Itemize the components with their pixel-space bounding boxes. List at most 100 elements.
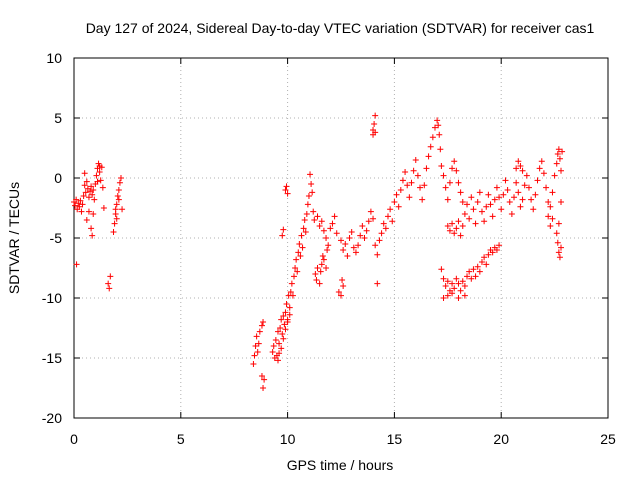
data-point <box>468 194 475 201</box>
x-tick-label: 10 <box>280 431 296 447</box>
data-point <box>85 194 92 201</box>
data-point <box>434 117 441 124</box>
data-point <box>119 206 126 213</box>
data-point <box>547 203 554 210</box>
data-point <box>252 343 259 349</box>
data-point <box>113 215 120 222</box>
data-point <box>545 199 552 205</box>
data-point <box>301 217 308 223</box>
data-point <box>82 189 89 196</box>
data-point <box>303 211 310 217</box>
data-point <box>536 165 543 172</box>
data-point <box>338 237 344 244</box>
data-point <box>114 193 121 199</box>
data-point <box>72 202 79 209</box>
data-point <box>272 337 279 343</box>
data-point <box>489 213 496 220</box>
data-point <box>438 266 445 273</box>
data-point <box>283 301 290 307</box>
data-point <box>81 170 88 177</box>
data-point <box>117 175 124 181</box>
data-point <box>89 232 96 239</box>
data-point <box>89 191 96 198</box>
data-point <box>513 165 520 172</box>
data-point <box>451 230 458 237</box>
data-point <box>421 182 428 189</box>
data-point <box>305 193 312 199</box>
data-point <box>498 206 505 213</box>
data-point <box>80 193 87 199</box>
data-point <box>282 326 289 333</box>
data-point <box>528 196 535 203</box>
data-point <box>496 242 503 249</box>
data-point <box>370 215 377 222</box>
data-point <box>94 178 101 185</box>
data-point <box>549 215 556 222</box>
data-point <box>284 190 291 197</box>
data-point <box>474 199 481 205</box>
data-point <box>338 292 344 299</box>
data-point <box>261 376 268 383</box>
x-tick-label: 5 <box>177 431 185 447</box>
data-point <box>553 230 560 237</box>
data-point <box>282 309 289 316</box>
data-point <box>81 182 88 189</box>
data-point <box>286 304 293 311</box>
data-point <box>320 227 327 234</box>
data-point <box>438 163 445 169</box>
data-point <box>511 194 518 201</box>
data-point <box>444 292 451 299</box>
data-point <box>451 158 458 165</box>
y-tick-label: 10 <box>46 50 62 66</box>
data-point <box>387 206 394 213</box>
data-point <box>543 184 550 191</box>
data-point <box>269 349 276 355</box>
y-tick-label: -10 <box>42 290 62 306</box>
data-point <box>300 225 307 232</box>
data-point <box>85 208 92 215</box>
data-point <box>73 261 80 268</box>
y-axis-title: SDTVAR / TECUs <box>6 182 22 294</box>
data-point <box>472 273 479 280</box>
data-point <box>361 235 368 241</box>
data-point <box>464 273 471 280</box>
data-point <box>478 208 485 215</box>
data-point <box>457 189 464 196</box>
data-point <box>312 271 319 277</box>
x-tick-label: 15 <box>387 431 403 447</box>
data-point <box>378 230 385 237</box>
data-point <box>76 203 83 210</box>
data-point <box>280 335 287 342</box>
data-point <box>348 229 355 235</box>
data-point <box>280 226 287 233</box>
data-point <box>466 215 473 222</box>
axis-ticks <box>73 57 609 419</box>
data-point <box>253 333 260 340</box>
data-point <box>423 165 430 172</box>
data-point <box>382 225 389 232</box>
data-point <box>116 179 123 186</box>
data-point <box>289 292 296 299</box>
data-point <box>446 179 453 186</box>
data-point <box>504 187 511 193</box>
data-point <box>391 199 398 205</box>
data-point <box>530 206 537 213</box>
data-point <box>558 199 565 205</box>
data-point <box>555 249 562 256</box>
data-point <box>254 349 261 355</box>
data-point <box>363 227 370 234</box>
data-point <box>105 280 112 287</box>
data-point <box>96 163 103 169</box>
data-point <box>483 261 490 268</box>
data-point <box>412 157 419 163</box>
x-tick-label: 20 <box>493 431 509 447</box>
y-tick-label: -20 <box>42 410 62 426</box>
data-point <box>464 201 471 208</box>
data-point <box>468 275 475 282</box>
data-point <box>342 241 349 247</box>
data-point <box>556 254 563 261</box>
data-point <box>279 232 286 239</box>
data-point <box>461 211 468 217</box>
data-point <box>87 188 94 195</box>
